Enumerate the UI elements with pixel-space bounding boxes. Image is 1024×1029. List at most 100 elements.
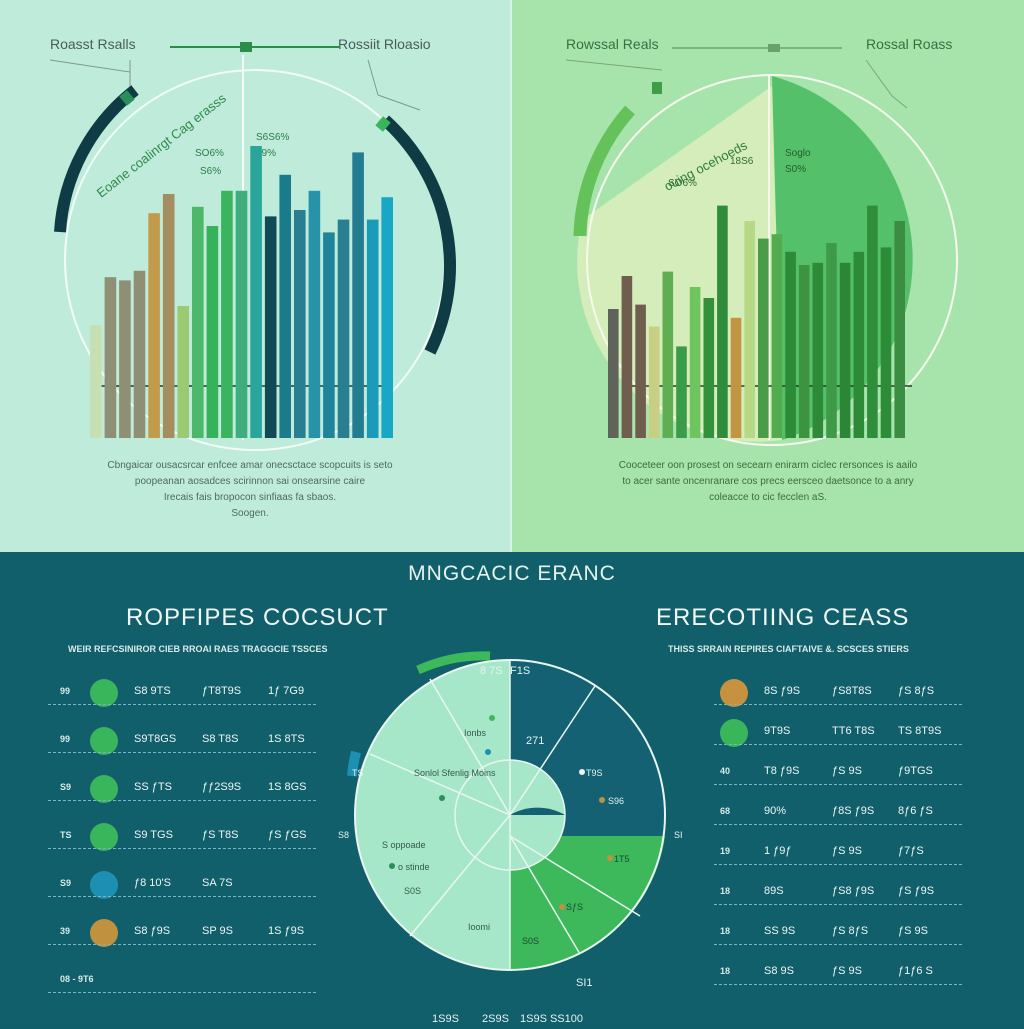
bar <box>703 298 715 438</box>
bar <box>730 317 742 438</box>
row-value: S8 9S <box>764 965 794 977</box>
status-dot-icon <box>720 719 748 747</box>
row-divider <box>714 984 962 985</box>
row-code: 08 - 9T6 <box>60 974 94 984</box>
bar <box>894 221 905 438</box>
row-divider <box>714 864 962 865</box>
row-code: 18 <box>720 966 731 976</box>
pct-label: S0% <box>785 164 806 175</box>
bar <box>621 276 633 438</box>
bar <box>744 221 755 438</box>
row-divider <box>48 704 316 705</box>
row-value: ƒS 9S <box>832 765 862 777</box>
bar <box>648 326 660 438</box>
pie-label: Ionbs <box>464 728 487 738</box>
row-value: ƒS 8ƒS <box>832 925 869 937</box>
right-subtitle: THISS SRRAIN REPIRES CIAFTAIVE &. SCSCES… <box>668 644 909 654</box>
pie-label: 271 <box>526 735 544 747</box>
caption-line: Cbngaicar ousacsrcar enfcee amar onecsct… <box>107 460 393 471</box>
bar <box>771 234 783 438</box>
bar <box>785 251 796 438</box>
bar <box>758 238 769 438</box>
caption-line: Cooceteer oon prosest on secearn enirarm… <box>618 460 918 471</box>
bar <box>104 277 117 438</box>
row-divider <box>714 904 962 905</box>
pct-label: SO6% <box>668 178 697 189</box>
list-item: 08 - 9T6 <box>48 964 360 998</box>
row-value: ƒS ƒGS <box>268 829 307 841</box>
pie-label: SƒS <box>566 902 583 912</box>
bar <box>264 216 277 438</box>
pie-bottom-label: 1S9S SS100 <box>520 1013 583 1024</box>
row-divider <box>714 944 962 945</box>
list-item: 18 SS 9S ƒS 8ƒS ƒS 9S <box>714 916 1020 950</box>
row-value: 89S <box>764 885 784 897</box>
row-code: S9 <box>60 782 72 792</box>
list-item: 18 S8 9S ƒS 9S ƒ1ƒ6 S <box>714 956 1020 990</box>
panel-left: Roasst Rsalls Rossiit Rloasio Eoane coal… <box>0 0 510 552</box>
bottom-section: MNGCACIC ERANC ROPFIPES COCSUCT WEIR REF… <box>0 552 1024 1025</box>
row-value: S8 9TS <box>134 685 171 697</box>
row-divider <box>714 784 962 785</box>
row-value: 9T9S <box>764 725 791 737</box>
pie-label: o stinde <box>398 862 430 872</box>
label-top-right: Rossal Roass <box>866 36 953 52</box>
left-bar-series <box>90 146 393 439</box>
row-value: 1S 8GS <box>268 781 307 793</box>
bar <box>867 205 878 438</box>
row-value: SP 9S <box>202 925 233 937</box>
row-value: 1 ƒ9ƒ <box>764 845 792 857</box>
status-dot-icon <box>720 679 748 707</box>
bar <box>119 280 131 438</box>
status-dot-icon <box>90 871 118 899</box>
bar <box>798 265 810 438</box>
list-item: 99 S9T8GS S8 T8S 1S 8TS <box>48 724 360 758</box>
bar <box>608 309 619 438</box>
right-bar-series <box>608 205 905 438</box>
row-value: 8ƒ6 ƒS <box>898 805 933 817</box>
status-dot-icon <box>90 775 118 803</box>
row-value: ƒ9TGS <box>898 765 933 777</box>
pie-label: S96 <box>608 796 624 806</box>
pie-svg: Sonlol Sfenlig Moins Ionbs S oppoade o s… <box>338 651 683 1025</box>
caption-line: Soogen. <box>231 508 269 519</box>
status-dot-icon <box>90 823 118 851</box>
pie-label: TS <box>352 768 364 778</box>
row-value: TS 8T9S <box>898 725 942 737</box>
bar <box>337 219 350 438</box>
row-value: 8S ƒ9S <box>764 685 801 697</box>
bar <box>235 190 248 438</box>
right-title: ERECOTIING CEASS <box>656 604 910 631</box>
row-value: ƒ7ƒS <box>898 845 924 857</box>
row-code: 39 <box>60 926 71 936</box>
bar <box>250 146 262 438</box>
pct-label: S6% <box>200 166 221 177</box>
row-code: 68 <box>720 806 731 816</box>
pie-bottom-label: 1S9S <box>432 1013 459 1024</box>
row-value: ƒS 9S <box>898 925 928 937</box>
bar <box>853 251 865 438</box>
pct-label: 69% <box>256 148 276 159</box>
row-code: 19 <box>720 846 731 856</box>
row-value: ƒS T8S <box>202 829 239 841</box>
row-value: 1S 8TS <box>268 733 305 745</box>
left-subtitle: WEIR REFCSINIROR CIEB RROAI RAES TRAGGCI… <box>68 644 328 654</box>
row-value: ƒ8S ƒ9S <box>832 805 875 817</box>
status-dot-icon <box>90 919 118 947</box>
row-value: ƒ8 10'S <box>134 877 171 889</box>
label-top-left: Rowssal Reals <box>566 36 659 52</box>
divider <box>510 0 512 552</box>
right-circle-chart: ouing ocehoeds SO6% 18S6 Soglo S0% <box>565 44 958 446</box>
row-value: TT6 T8S <box>832 725 875 737</box>
bar <box>90 325 102 438</box>
row-value: S9 TGS <box>134 829 173 841</box>
bar <box>635 304 646 438</box>
pie-label: S0S <box>522 936 539 946</box>
bar <box>366 219 379 438</box>
caption-line: coleacce to cic fecclen aS. <box>709 492 827 503</box>
row-value: SS 9S <box>764 925 796 937</box>
bar <box>839 262 851 438</box>
left-title: ROPFIPES COCSUCT <box>126 604 389 631</box>
bar <box>308 190 321 438</box>
row-value: 1ƒ 7G9 <box>268 685 305 697</box>
